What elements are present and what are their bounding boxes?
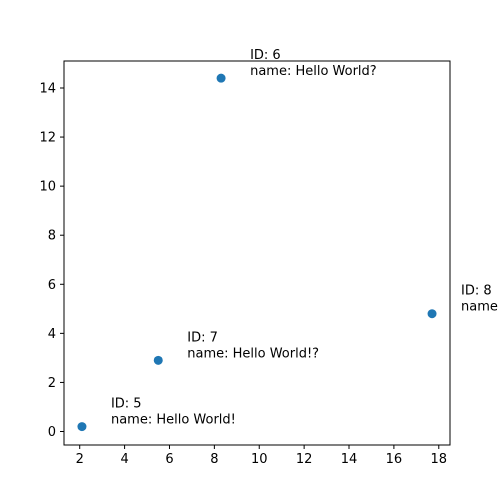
x-tick-label: 2 [76,452,84,467]
scatter-point [216,73,226,83]
x-tick-label: 16 [386,452,403,467]
point-annotation-line: name: Hello World!? [187,346,319,361]
y-tick-label: 12 [39,131,56,146]
y-tick-label: 6 [48,278,56,293]
scatter-point [153,355,163,365]
y-tick-label: 4 [48,327,56,342]
x-tick-label: 14 [341,452,358,467]
x-tick-label: 18 [431,452,448,467]
axis-ticks: 2 4 6 8 10 12 14 16 18 0 2 4 6 8 10 12 14 [39,81,447,467]
data-points [77,73,437,432]
point-annotation-line: ID: 5 [111,397,142,412]
y-tick-label: 0 [48,425,56,440]
x-tick-label: 4 [120,452,128,467]
y-tick-label: 8 [48,229,56,244]
point-annotation-line: name: Hello World! [111,413,236,428]
point-annotation-line: ID: 8 [461,284,492,299]
x-tick-label: 8 [210,452,218,467]
scatter-point [427,309,437,319]
y-tick-label: 2 [48,376,56,391]
point-annotation-line: ID: 6 [250,48,281,63]
y-tick-label: 10 [39,180,56,195]
x-tick-label: 6 [165,452,173,467]
x-tick-label: 10 [251,452,268,467]
point-annotation-line: name [461,300,498,315]
scatter-point [77,422,87,432]
y-tick-label: 14 [39,81,56,96]
plot-frame [63,60,451,446]
point-annotation-line: name: Hello World? [250,64,377,79]
x-tick-label: 12 [296,452,313,467]
point-annotation-line: ID: 7 [187,330,218,345]
